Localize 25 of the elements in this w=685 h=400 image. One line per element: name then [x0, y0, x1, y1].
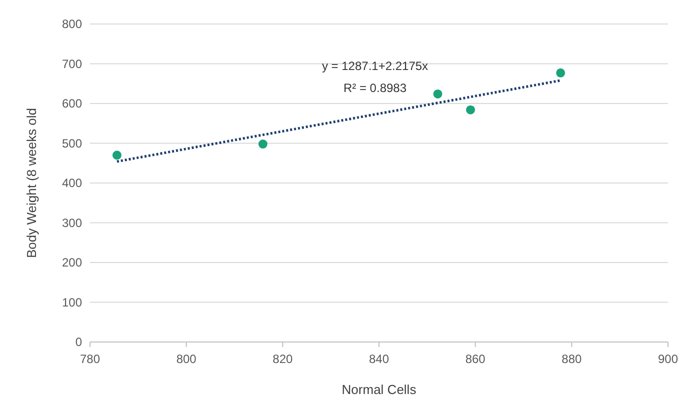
x-tick-label: 860 [465, 352, 486, 366]
x-tick-label: 900 [658, 352, 678, 366]
x-tick-label: 880 [562, 352, 582, 366]
y-tick-label: 0 [75, 335, 82, 350]
y-tick-label: 200 [62, 256, 82, 270]
y-tick-label: 600 [62, 96, 82, 111]
y-tick-label: 500 [62, 136, 82, 150]
y-axis-title: Body Weight (8 weeks old [24, 108, 39, 258]
y-tick-label: 800 [62, 17, 82, 32]
y-tick-label: 100 [62, 295, 82, 310]
point [556, 68, 566, 78]
point [466, 105, 476, 114]
y-tick-label: 700 [62, 56, 82, 71]
x-tick-label: 820 [272, 352, 293, 366]
annotation: R² = 0.8983 [343, 81, 407, 95]
annotation: y = 1287.1+2.2175x [322, 59, 428, 73]
x-tick-label: 840 [368, 352, 390, 366]
point [112, 150, 122, 160]
y-tick-label: 300 [62, 216, 82, 230]
x-axis-title: Normal Cells [342, 382, 417, 397]
y-tick-label: 400 [62, 176, 82, 190]
point [433, 89, 442, 98]
x-tick-label: 780 [80, 352, 100, 366]
point [258, 140, 268, 149]
x-tick-label: 800 [176, 352, 197, 366]
